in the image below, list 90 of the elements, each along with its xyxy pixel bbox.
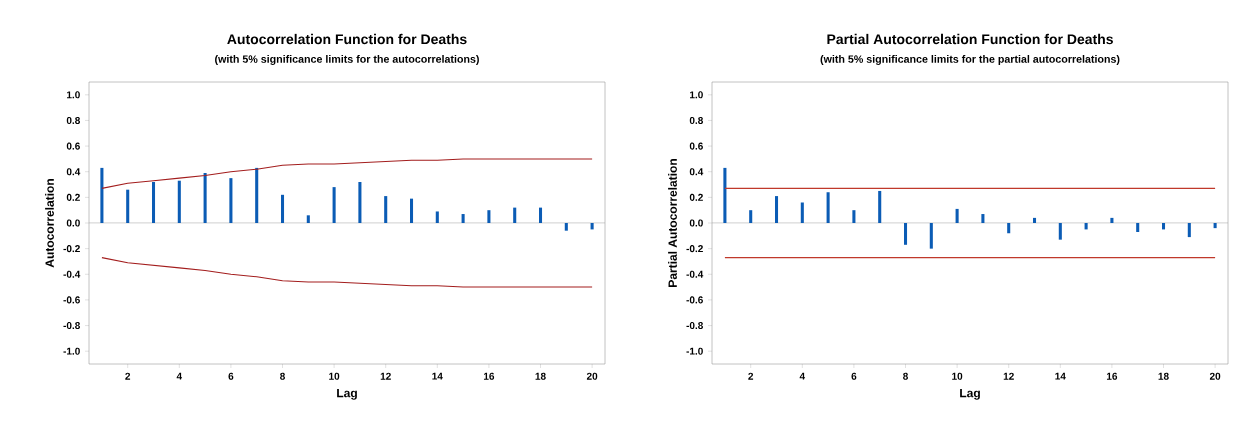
bar: [1213, 223, 1217, 229]
bar: [435, 211, 439, 223]
y-tick-label: 0.8: [66, 116, 80, 125]
bar: [1032, 217, 1037, 223]
x-tick-label: 2: [125, 372, 131, 380]
bar: [723, 167, 727, 223]
bar: [564, 223, 568, 231]
x-tick-label: 16: [1106, 372, 1118, 380]
y-tick-label: -0.6: [63, 296, 80, 304]
x-tick-label: 10: [952, 372, 963, 380]
bar: [878, 190, 882, 223]
bar: [538, 207, 543, 223]
bar: [1084, 223, 1088, 230]
chart-subtitle: (with 5% significance limits for the partial autocorrelations): [820, 55, 1120, 65]
bar: [177, 180, 181, 223]
bar: [255, 167, 259, 223]
bar: [151, 181, 156, 223]
y-tick-label: 0.6: [689, 142, 703, 150]
x-tick-label: 6: [228, 372, 234, 380]
bar: [409, 198, 414, 223]
bar: [332, 187, 336, 223]
y-tick-label: 0.8: [689, 116, 703, 125]
x-tick-label: 20: [586, 372, 598, 380]
bar: [929, 223, 933, 249]
x-axis-title: Lag: [960, 388, 980, 400]
y-tick-label: -0.4: [686, 270, 704, 278]
y-tick-label: 0.4: [66, 168, 81, 176]
y-tick-label: -0.2: [686, 245, 703, 253]
x-tick-label: 16: [483, 372, 495, 380]
y-tick-label: 1.0: [67, 91, 80, 99]
bar: [955, 208, 959, 223]
bar: [1110, 217, 1114, 223]
y-tick-label: -0.4: [63, 270, 81, 278]
bar: [126, 189, 130, 223]
y-tick-label: -0.2: [63, 245, 80, 253]
bar: [203, 173, 207, 223]
x-tick-label: 4: [799, 372, 806, 380]
y-axis-title: Partial Autocorrelation: [668, 159, 677, 287]
x-tick-label: 10: [329, 372, 340, 380]
y-axis-title: Autocorrelation: [45, 179, 54, 268]
bar: [1187, 223, 1191, 238]
x-tick-label: 8: [903, 372, 908, 380]
bar: [513, 207, 517, 223]
y-tick-label: 0.2: [689, 193, 703, 201]
bar: [749, 210, 753, 223]
bar: [280, 194, 285, 223]
bar: [981, 214, 985, 223]
x-tick-label: 12: [380, 372, 391, 380]
y-tick-label: 0.6: [66, 142, 80, 150]
chart-title: Autocorrelation Function for Deaths: [227, 33, 467, 45]
y-tick-label: 0.4: [689, 168, 704, 176]
bar: [461, 214, 465, 223]
bar: [903, 223, 908, 245]
x-tick-label: 18: [1158, 372, 1169, 380]
x-tick-label: 2: [748, 372, 754, 380]
bar: [1136, 223, 1140, 232]
bar: [852, 210, 856, 223]
x-tick-label: 20: [1209, 372, 1221, 380]
bar: [1058, 223, 1062, 240]
bar: [384, 196, 388, 223]
y-tick-label: -0.8: [63, 322, 80, 330]
bar: [229, 178, 233, 223]
x-tick-label: 6: [851, 372, 857, 380]
x-axis-title: Lag: [337, 388, 357, 400]
bar: [100, 167, 104, 223]
y-tick-label: -0.8: [686, 322, 703, 330]
y-tick-label: -1.0: [63, 347, 80, 355]
y-tick-label: 1.0: [690, 91, 703, 99]
y-tick-label: -1.0: [686, 347, 703, 355]
chart-subtitle: (with 5% significance limits for the autocorrelations): [215, 55, 479, 65]
x-tick-label: 14: [432, 372, 443, 380]
y-tick-label: 0.0: [66, 219, 80, 227]
x-tick-label: 18: [535, 372, 546, 380]
bar: [1161, 223, 1166, 230]
x-tick-label: 8: [280, 372, 285, 380]
y-tick-label: 0.2: [66, 193, 80, 201]
y-tick-label: -0.6: [686, 296, 703, 304]
bar: [358, 181, 362, 223]
x-tick-label: 4: [176, 372, 183, 380]
x-tick-label: 12: [1003, 372, 1014, 380]
bar: [800, 202, 804, 223]
bar: [487, 210, 491, 223]
bar: [1007, 223, 1011, 234]
bar: [826, 192, 830, 223]
chart-title: Partial Autocorrelation Function for Deaths: [827, 33, 1113, 45]
bar: [774, 196, 779, 223]
bar: [590, 223, 594, 230]
y-tick-label: 0.0: [689, 219, 703, 227]
bar: [306, 215, 310, 223]
x-tick-label: 14: [1055, 372, 1066, 380]
